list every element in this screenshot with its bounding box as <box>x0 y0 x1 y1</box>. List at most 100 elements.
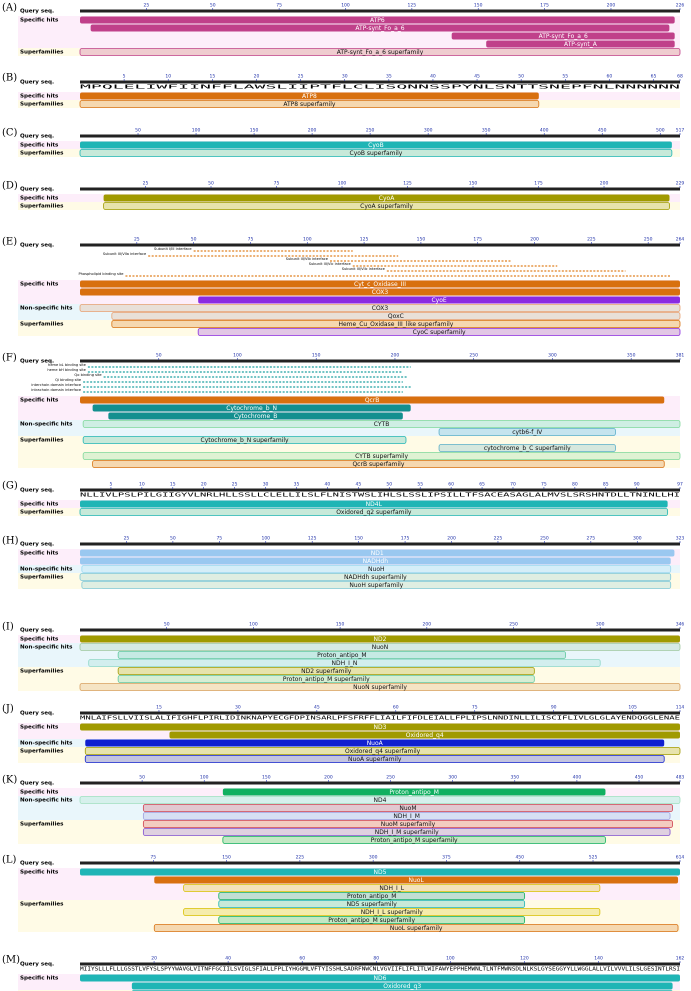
sequence: MPQLELIWFIINFFLAWSLIIPTFLCLISQNNSSPYNLSN… <box>80 85 680 91</box>
tick-label: 105 <box>628 705 637 711</box>
hit-label: Proton_antipo_M superfamily <box>328 917 415 924</box>
tick-label: 614 <box>676 855 685 861</box>
sequence: MNLAIFSLLVIISLALIFIGHFLPIRLIDINKNAPYECGF… <box>80 716 680 722</box>
hit-bar <box>103 202 670 210</box>
tick-label: 25 <box>134 237 140 243</box>
tick-label: 65 <box>651 74 657 80</box>
hit-label: Proton_antipo_M <box>389 789 439 796</box>
row-band <box>18 643 680 667</box>
tick-label: 50 <box>139 775 145 781</box>
tick-label: 250 <box>540 536 549 542</box>
hit-bar <box>142 812 671 820</box>
hit-bar <box>92 404 411 412</box>
hit-bar <box>81 581 672 589</box>
row-label: Non-specific hits <box>20 567 73 573</box>
hit-label: ATP-synt_Fo_a_6 <box>539 33 588 40</box>
hit-bar <box>218 892 526 900</box>
tick-label: 200 <box>423 622 432 628</box>
tick-label: 114 <box>676 705 685 711</box>
tick-label: 346 <box>676 622 685 628</box>
tick-label: 229 <box>676 181 685 187</box>
tick-label: 20 <box>201 482 207 488</box>
hit-bar <box>142 820 673 828</box>
hit-bar <box>451 32 675 40</box>
hit-bar <box>198 296 680 304</box>
tick-label: 275 <box>587 536 596 542</box>
hit-label: NuoM superfamily <box>381 821 436 828</box>
hit-bar <box>486 40 675 48</box>
tick-label: 381 <box>676 353 685 359</box>
site-label: Qo binding site <box>74 373 102 377</box>
row-band <box>18 796 680 820</box>
tick-label: 175 <box>473 237 482 243</box>
hit-bar <box>79 796 681 804</box>
tick-label: 375 <box>442 855 451 861</box>
hit-bar <box>90 24 670 32</box>
hit-label: NDH_I_M <box>393 813 420 820</box>
tick-label: 90 <box>634 482 640 488</box>
tick-label: 400 <box>573 775 582 781</box>
tick-label: 50 <box>191 237 197 243</box>
panel-label: (M) <box>2 955 20 966</box>
tick-label: 525 <box>589 855 598 861</box>
tick-label: 150 <box>417 237 426 243</box>
row-band <box>18 900 680 932</box>
hit-bar <box>79 100 540 108</box>
tick-label: 450 <box>598 128 607 134</box>
hit-label: CyoA <box>379 195 395 202</box>
hit-bar <box>82 420 681 428</box>
tick-label: 5 <box>109 482 112 488</box>
hit-label: ND4 <box>374 797 387 804</box>
tick-label: 200 <box>600 181 609 187</box>
hit-bar <box>183 908 601 916</box>
tick-label: 50 <box>386 482 392 488</box>
tick-label: 300 <box>448 775 457 781</box>
row-label: Specific hits <box>20 94 59 100</box>
row-label: Superfamilies <box>20 749 64 755</box>
tick-label: 50 <box>518 74 524 80</box>
row-label: Query seq. <box>20 488 54 494</box>
tick-label: 125 <box>360 237 369 243</box>
tick-label: 517 <box>676 128 685 134</box>
tick-label: 175 <box>540 3 549 9</box>
hit-bar <box>79 643 681 651</box>
tick-label: 50 <box>156 353 162 359</box>
hit-label: ND2 superfamily <box>301 668 352 675</box>
tick-label: 20 <box>254 74 260 80</box>
hit-bar <box>80 557 671 565</box>
panel-label: (G) <box>2 481 18 492</box>
row-band <box>18 149 680 157</box>
tick-label: 75 <box>248 237 254 243</box>
row-label: Superfamilies <box>20 902 64 908</box>
row-label: Query seq. <box>20 628 54 634</box>
hit-bar <box>80 549 675 557</box>
tick-label: 55 <box>417 482 423 488</box>
tick-label: 300 <box>369 855 378 861</box>
tick-label: 200 <box>530 237 539 243</box>
row-band <box>18 100 680 108</box>
tick-label: 30 <box>235 705 241 711</box>
site-label: Phospholipid binding site <box>78 272 124 276</box>
hit-bar <box>84 747 681 755</box>
hit-bar <box>79 149 673 157</box>
tick-label: 5 <box>123 74 126 80</box>
tick-label: 250 <box>469 353 478 359</box>
hit-bar <box>80 868 680 876</box>
sequence: MIIYSLLLFLLLGSSTLVFYSLSPYYWAVGLVITNFFGCI… <box>80 967 680 973</box>
tick-label: 10 <box>165 74 171 80</box>
tick-label: 90 <box>551 705 557 711</box>
tick-label: 150 <box>312 353 321 359</box>
hit-bar <box>80 92 539 100</box>
tick-label: 25 <box>144 3 150 9</box>
tick-label: 350 <box>510 775 519 781</box>
site-label: Qi binding site <box>55 378 82 382</box>
hit-label: Cytochrome_B <box>234 413 278 420</box>
hit-bar <box>438 444 616 452</box>
row-band <box>18 304 680 320</box>
hit-label: NuoM <box>399 805 416 812</box>
tick-label: 50 <box>170 536 176 542</box>
hit-label: NuoH superfamily <box>349 582 403 589</box>
hit-label: ND1 <box>371 550 384 557</box>
tick-label: 200 <box>391 353 400 359</box>
panel-label: (C) <box>2 128 18 139</box>
